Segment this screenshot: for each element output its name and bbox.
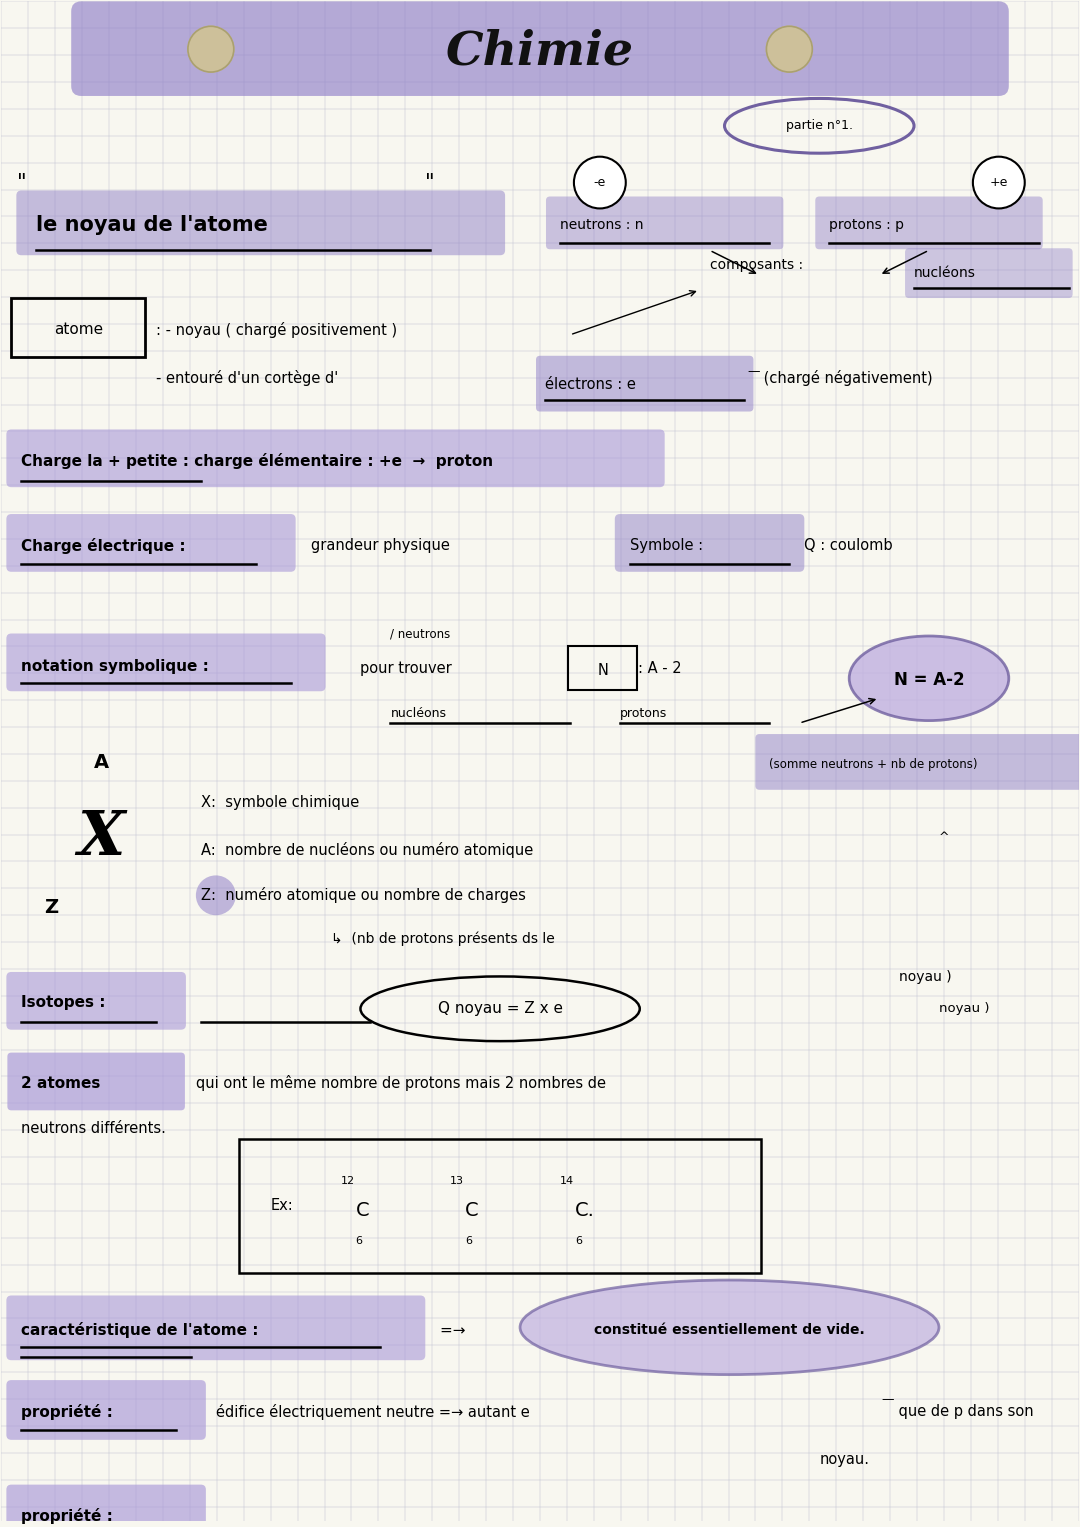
Text: C.: C. xyxy=(575,1202,595,1220)
Text: atome: atome xyxy=(54,322,103,337)
Text: Z:  numéro atomique ou nombre de charges: Z: numéro atomique ou nombre de charges xyxy=(201,887,526,904)
Text: Ex:: Ex: xyxy=(271,1199,294,1214)
FancyBboxPatch shape xyxy=(16,191,505,255)
Text: propriété :: propriété : xyxy=(22,1403,113,1420)
Text: constitué essentiellement de vide.: constitué essentiellement de vide. xyxy=(594,1324,865,1338)
Text: Symbole :: Symbole : xyxy=(630,539,703,553)
Text: Charge électrique :: Charge électrique : xyxy=(22,538,186,554)
Text: 2 atomes: 2 atomes xyxy=(22,1077,100,1090)
Text: (chargé négativement): (chargé négativement) xyxy=(759,370,933,386)
FancyBboxPatch shape xyxy=(815,197,1042,249)
Text: Z: Z xyxy=(44,898,58,916)
Text: neutrons : n: neutrons : n xyxy=(559,218,644,232)
Text: Q noyau = Z x e: Q noyau = Z x e xyxy=(437,1002,563,1017)
Circle shape xyxy=(195,875,235,915)
Text: N: N xyxy=(597,663,608,678)
FancyBboxPatch shape xyxy=(6,1484,206,1527)
Text: protons: protons xyxy=(620,707,667,719)
Text: 6: 6 xyxy=(575,1235,582,1246)
Text: ↳  (nb de protons présents ds le: ↳ (nb de protons présents ds le xyxy=(330,931,554,947)
Text: partie n°1.: partie n°1. xyxy=(786,119,853,133)
Text: / neutrons: / neutrons xyxy=(390,628,450,640)
Text: 6: 6 xyxy=(355,1235,363,1246)
FancyBboxPatch shape xyxy=(6,515,296,571)
Text: 12: 12 xyxy=(340,1176,354,1186)
Text: grandeur physique: grandeur physique xyxy=(311,539,449,553)
Text: édifice électriquement neutre =→ autant e: édifice électriquement neutre =→ autant … xyxy=(216,1403,529,1420)
Text: nucléons: nucléons xyxy=(390,707,446,719)
Text: +e: +e xyxy=(989,176,1008,189)
Circle shape xyxy=(188,26,233,72)
FancyBboxPatch shape xyxy=(6,634,325,692)
Text: composants :: composants : xyxy=(710,258,807,272)
Text: qui ont le même nombre de protons mais 2 nombres de: qui ont le même nombre de protons mais 2… xyxy=(195,1075,606,1092)
Circle shape xyxy=(767,26,812,72)
Text: le noyau de l'atome: le noyau de l'atome xyxy=(37,215,268,235)
FancyBboxPatch shape xyxy=(615,515,805,571)
Text: 14: 14 xyxy=(559,1176,575,1186)
FancyBboxPatch shape xyxy=(6,1295,426,1361)
Text: notation symbolique :: notation symbolique : xyxy=(22,658,210,673)
Text: caractéristique de l'atome :: caractéristique de l'atome : xyxy=(22,1322,259,1338)
Circle shape xyxy=(973,157,1025,209)
Text: : - noyau ( chargé positivement ): : - noyau ( chargé positivement ) xyxy=(156,322,397,337)
Text: 6: 6 xyxy=(465,1235,472,1246)
Text: protons : p: protons : p xyxy=(829,218,904,232)
Text: X: X xyxy=(78,808,125,867)
Text: - entouré d'un cortège d': - entouré d'un cortège d' xyxy=(156,370,338,386)
Text: Charge la + petite : charge élémentaire : +e  →  proton: Charge la + petite : charge élémentaire … xyxy=(22,454,494,469)
Text: C: C xyxy=(355,1202,369,1220)
Text: neutrons différents.: neutrons différents. xyxy=(22,1121,166,1136)
Text: ": " xyxy=(16,173,26,192)
Text: que de p dans son: que de p dans son xyxy=(894,1405,1034,1420)
Text: ^: ^ xyxy=(939,831,949,844)
Text: nucléons: nucléons xyxy=(914,266,976,279)
FancyBboxPatch shape xyxy=(6,973,186,1029)
FancyBboxPatch shape xyxy=(546,197,783,249)
FancyBboxPatch shape xyxy=(536,356,754,411)
Ellipse shape xyxy=(849,637,1009,721)
Text: ": " xyxy=(426,173,435,192)
Text: électrons : e: électrons : e xyxy=(545,377,636,392)
Text: pour trouver: pour trouver xyxy=(361,661,457,676)
Text: C: C xyxy=(465,1202,478,1220)
Text: noyau ): noyau ) xyxy=(939,1002,989,1015)
FancyBboxPatch shape xyxy=(905,249,1072,298)
Text: noyau ): noyau ) xyxy=(899,970,951,983)
Text: -e: -e xyxy=(594,176,606,189)
Text: propriété :: propriété : xyxy=(22,1509,113,1524)
FancyBboxPatch shape xyxy=(6,1380,206,1440)
Ellipse shape xyxy=(521,1280,939,1374)
FancyBboxPatch shape xyxy=(755,734,1080,789)
Text: (somme neutrons + nb de protons): (somme neutrons + nb de protons) xyxy=(769,759,977,771)
Text: Q : coulomb: Q : coulomb xyxy=(805,539,893,553)
FancyBboxPatch shape xyxy=(71,2,1009,96)
FancyBboxPatch shape xyxy=(6,429,664,487)
FancyBboxPatch shape xyxy=(8,1052,185,1110)
Text: —: — xyxy=(881,1394,893,1406)
Text: Isotopes :: Isotopes : xyxy=(22,996,106,1011)
Text: noyau.: noyau. xyxy=(820,1452,869,1467)
Text: 13: 13 xyxy=(450,1176,464,1186)
Text: Chimie: Chimie xyxy=(446,27,634,75)
Text: =→: =→ xyxy=(441,1322,471,1338)
Text: N = A-2: N = A-2 xyxy=(893,672,964,689)
Circle shape xyxy=(573,157,625,209)
Text: —: — xyxy=(747,365,760,379)
Text: : A - 2: : A - 2 xyxy=(638,661,681,676)
Text: A:  nombre de nucléons ou numéro atomique: A: nombre de nucléons ou numéro atomique xyxy=(201,841,534,858)
Text: A: A xyxy=(94,753,109,773)
Text: X:  symbole chimique: X: symbole chimique xyxy=(201,796,360,811)
